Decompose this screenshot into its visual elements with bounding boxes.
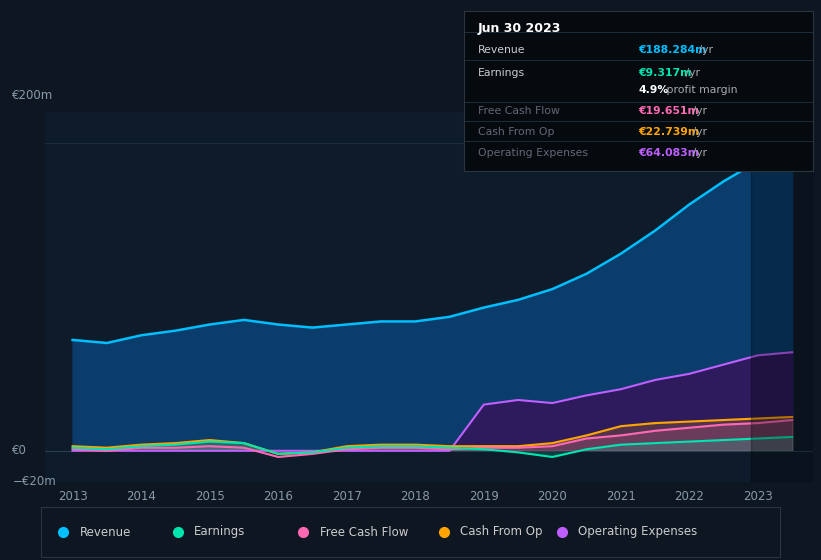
Text: Operating Expenses: Operating Expenses [478,148,588,158]
Text: Earnings: Earnings [194,525,245,539]
Text: Cash From Op: Cash From Op [460,525,543,539]
Text: /yr: /yr [695,44,713,54]
Text: profit margin: profit margin [663,85,738,95]
Bar [751,112,813,482]
Text: Free Cash Flow: Free Cash Flow [319,525,408,539]
Text: Revenue: Revenue [80,525,131,539]
Text: €200m: €200m [12,88,53,102]
Text: 4.9%: 4.9% [639,85,668,95]
Text: Jun 30 2023: Jun 30 2023 [478,22,562,35]
Text: €9.317m: €9.317m [639,68,692,78]
Text: Operating Expenses: Operating Expenses [578,525,698,539]
Text: Cash From Op: Cash From Op [478,127,554,137]
Text: −€20m: −€20m [12,475,56,488]
Text: €64.083m: €64.083m [639,148,699,158]
Text: /yr: /yr [682,68,700,78]
Text: Free Cash Flow: Free Cash Flow [478,106,560,116]
Text: /yr: /yr [689,106,707,116]
Text: €0: €0 [12,444,27,458]
Text: €22.739m: €22.739m [639,127,699,137]
Text: €19.651m: €19.651m [639,106,699,116]
Text: /yr: /yr [689,127,707,137]
Text: Earnings: Earnings [478,68,525,78]
Text: /yr: /yr [689,148,707,158]
Text: Revenue: Revenue [478,44,525,54]
Text: €188.284m: €188.284m [639,44,707,54]
